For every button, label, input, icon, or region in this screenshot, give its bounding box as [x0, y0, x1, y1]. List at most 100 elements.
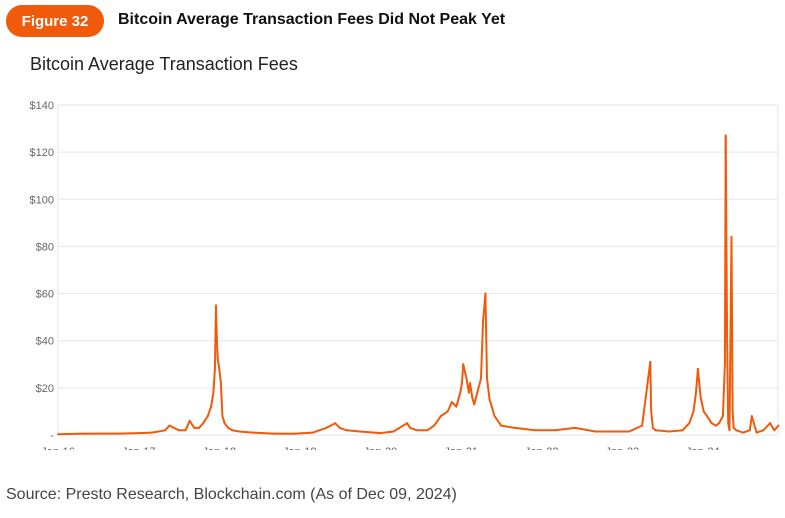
series-segment [500, 424, 516, 429]
series-segment [164, 424, 171, 432]
series-segment [718, 415, 724, 425]
series-segment [459, 382, 463, 394]
x-tick-label: Jan-22 [525, 446, 559, 450]
series-segment [724, 134, 729, 342]
series-segment [198, 422, 205, 429]
series-layer [57, 134, 780, 436]
series-segment [188, 419, 196, 429]
series-segment [493, 415, 503, 427]
x-tick-label: Jan-21 [444, 446, 478, 450]
x-tick-label: Jan-16 [41, 446, 75, 450]
series-segment [769, 422, 776, 432]
series-segment [762, 422, 772, 432]
series-segment [731, 410, 735, 429]
grid-lines [57, 104, 779, 436]
series-segment [688, 410, 695, 425]
figure-badge: Figure 32 [6, 5, 104, 37]
series-segment [292, 431, 314, 435]
x-tick-label: Jan-20 [364, 446, 398, 450]
series-segment [439, 410, 449, 418]
series-segment [480, 320, 484, 380]
series-segment [455, 391, 462, 408]
series-segment [488, 398, 493, 408]
series-segment [699, 396, 705, 413]
series-segment [649, 360, 653, 413]
series-segment [338, 426, 348, 432]
y-tick-label: $60 [36, 289, 54, 301]
series-segment [251, 431, 274, 435]
series-segment [692, 391, 697, 413]
series-segment [668, 429, 684, 433]
series-segment [392, 422, 409, 433]
series-segment [698, 382, 702, 399]
series-segment [628, 424, 644, 433]
series-segment [750, 415, 758, 434]
series-segment [325, 422, 337, 429]
series-segment [721, 363, 726, 418]
y-tick-label: - [50, 430, 54, 442]
series-segment [641, 360, 652, 427]
series-segment [654, 429, 670, 433]
series-segment [379, 430, 395, 435]
chart-title: Bitcoin Average Transaction Fees [30, 54, 298, 74]
series-segment [57, 432, 80, 436]
figure-title: Bitcoin Average Transaction Fees Did Not… [118, 11, 506, 28]
x-tick-label: Jan-18 [202, 446, 236, 450]
figure-label: Figure 32 [21, 12, 89, 30]
series-segment [215, 304, 218, 342]
series-segment [117, 432, 140, 435]
series-segment [221, 415, 226, 425]
y-tick-label: $80 [36, 241, 54, 253]
y-tick-label: $120 [30, 147, 54, 159]
series-segment [210, 391, 215, 408]
series-segment [409, 426, 418, 432]
x-tick-label: Jan-17 [122, 446, 156, 450]
series-segment [486, 377, 491, 401]
series-segment [735, 429, 744, 434]
series-line [57, 134, 780, 436]
series-segment [742, 429, 751, 434]
x-tick-label: Jan-24 [686, 446, 720, 450]
series-segment [202, 415, 209, 425]
series-segment [490, 405, 496, 418]
series-segment [231, 429, 241, 433]
series-segment [216, 358, 221, 370]
series-segment [184, 419, 191, 432]
y-tick-label: $100 [30, 194, 54, 206]
series-segment [706, 415, 713, 425]
series-segment [238, 430, 254, 434]
series-segment [433, 415, 442, 427]
series-segment [650, 410, 654, 429]
series-segment [513, 426, 536, 432]
series-segment [206, 405, 213, 418]
series-segment [681, 422, 691, 432]
series-segment [473, 391, 479, 406]
x-tick-label: Jan-23 [605, 446, 639, 450]
series-segment [463, 368, 468, 380]
series-segment [359, 430, 382, 435]
series-segment [311, 426, 328, 434]
series-segment [150, 429, 167, 434]
y-tick-label: $20 [36, 383, 54, 395]
y-tick-label: $40 [36, 336, 54, 348]
series-segment [215, 339, 219, 361]
x-tick-label: Jan-19 [283, 446, 317, 450]
series-segment [730, 236, 734, 413]
series-segment [469, 382, 474, 399]
series-segment [219, 382, 224, 418]
x-axis-ticks: Jan-16 Jan-17 Jan-18 Jan-19 Jan-20 Jan-21 Jan-… [41, 446, 719, 450]
series-segment [553, 426, 576, 432]
series-segment [446, 401, 453, 413]
series-segment [755, 429, 765, 434]
series-segment [574, 426, 597, 433]
series-segment [345, 429, 362, 433]
y-axis-ticks: $140 $120 $100 $80 $60 $40 $20 - [30, 100, 55, 442]
plot-frame [57, 104, 779, 436]
series-segment [696, 368, 701, 385]
source-note: Source: Presto Research, Blockchain.com … [6, 486, 457, 503]
series-segment [218, 368, 222, 385]
series-segment [773, 424, 780, 432]
series-segment [484, 292, 488, 380]
series-segment [726, 339, 730, 425]
series-segment [426, 424, 436, 432]
